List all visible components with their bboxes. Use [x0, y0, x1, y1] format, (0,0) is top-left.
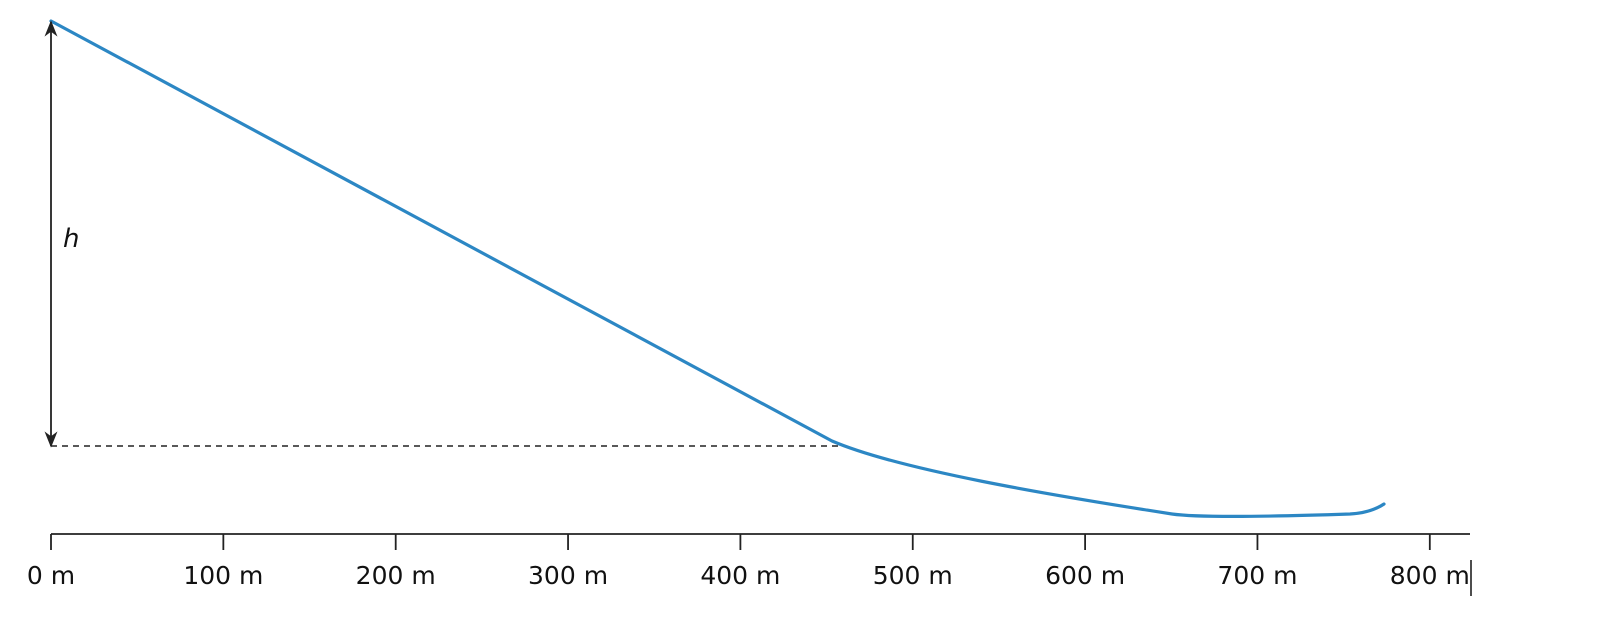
axis-tick-label: 500 m — [873, 561, 953, 590]
axis-tick-label: 100 m — [183, 561, 263, 590]
axis-tick-label: 0 m — [27, 561, 75, 590]
axis-tick-label: 400 m — [700, 561, 780, 590]
slope-profile-line — [49, 19, 1386, 518]
height-label: h — [63, 224, 79, 254]
axis-tick-label: 700 m — [1217, 561, 1297, 590]
distance-axis-ticks: 0 m 100 m 200 m 300 m 400 m 500 m 600 m 700 m 80… — [27, 534, 1470, 590]
axis-tick-label: 600 m — [1045, 561, 1125, 590]
axis-tick-label: 200 m — [356, 561, 436, 590]
axis-tick-label: 300 m — [528, 561, 608, 590]
axis-tick-label: 800 m — [1390, 561, 1470, 590]
